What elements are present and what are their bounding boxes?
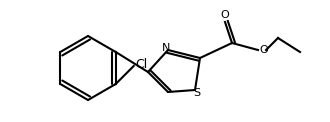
Text: O: O	[221, 10, 229, 20]
Text: O: O	[259, 45, 268, 55]
Text: S: S	[193, 88, 201, 98]
Text: N: N	[162, 43, 170, 53]
Text: Cl: Cl	[136, 57, 148, 71]
